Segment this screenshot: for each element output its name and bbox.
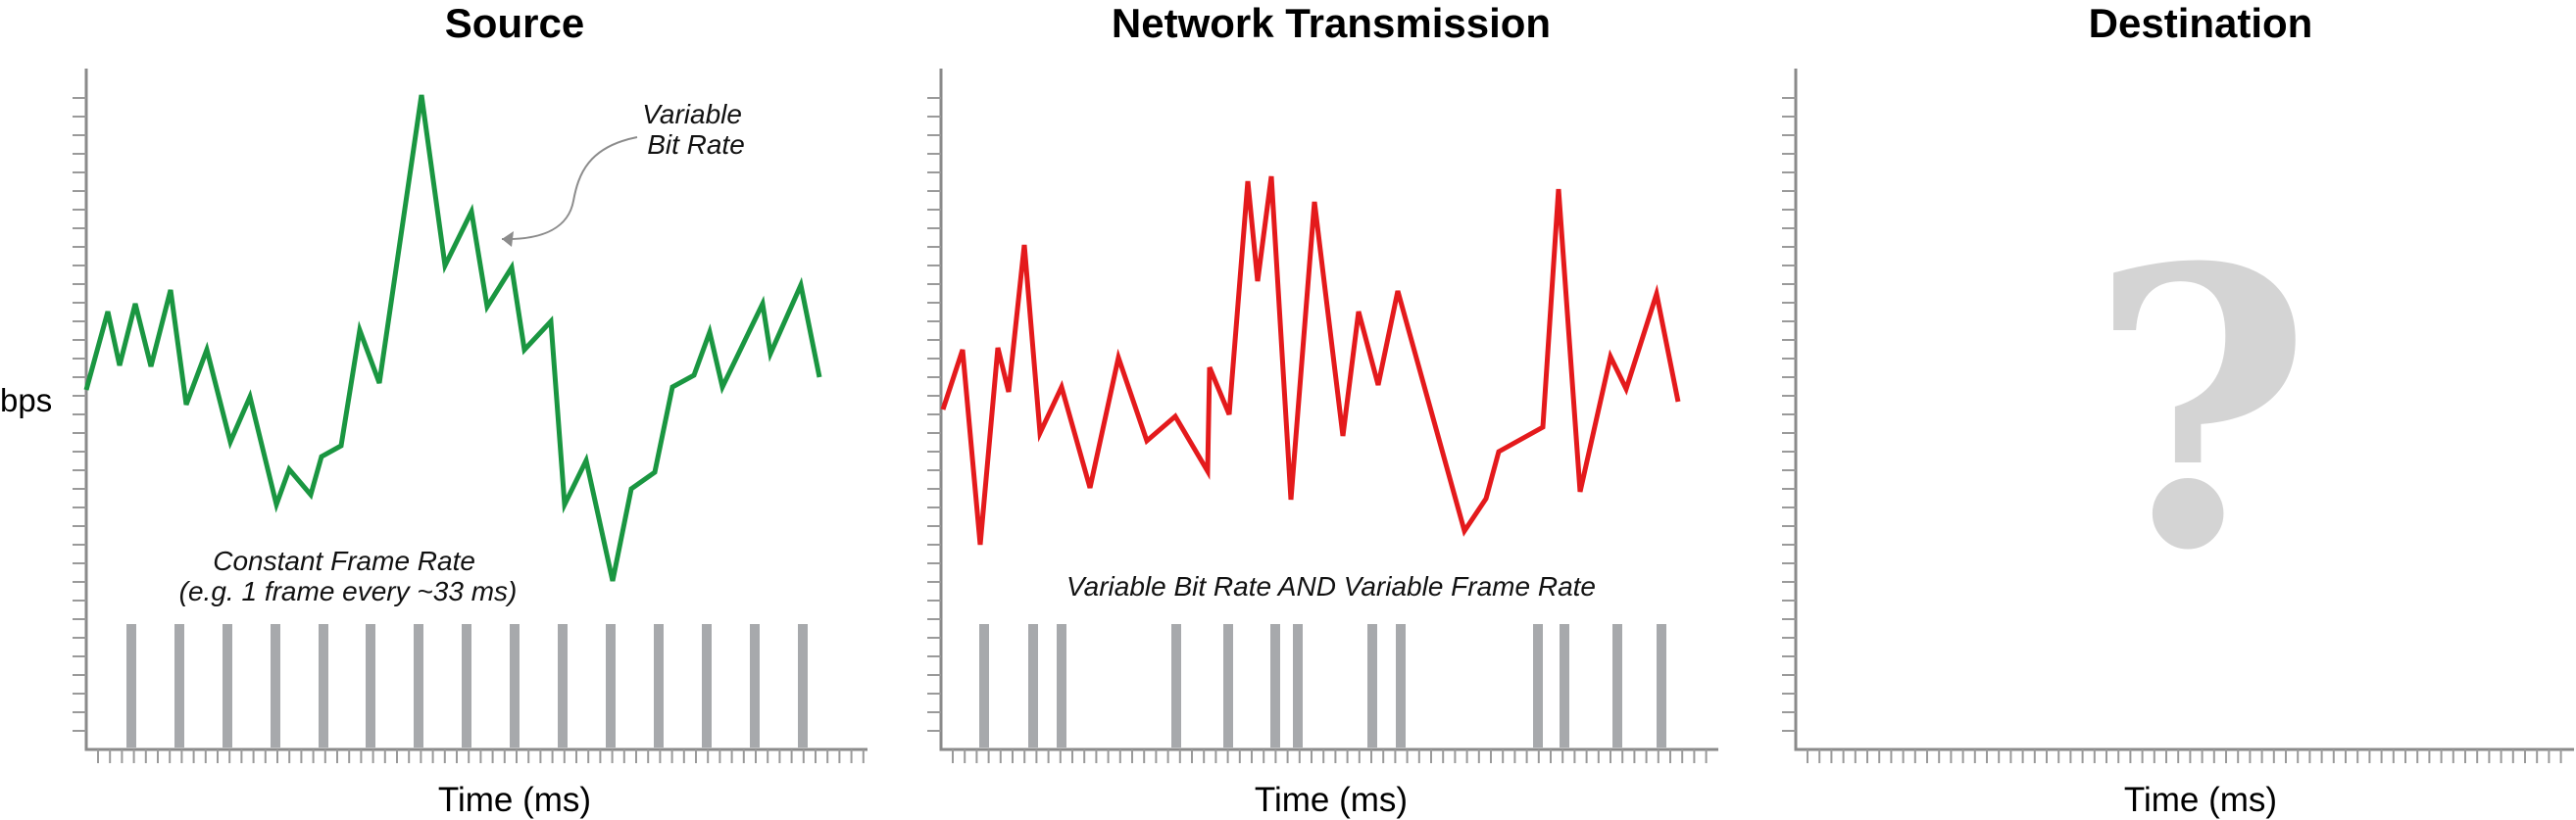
source-y-ticks [73, 97, 86, 732]
frame-bar [1657, 624, 1666, 748]
frame-bar [1612, 624, 1622, 748]
frame-bar [126, 624, 136, 748]
source-x-axis-label: Time (ms) [438, 781, 591, 819]
network-x-axis-label: Time (ms) [1255, 781, 1408, 819]
source-bitrate-curve [83, 94, 822, 582]
variable-bit-rate-arrowhead [502, 231, 514, 247]
frame-bar [654, 624, 664, 748]
network-axis-lines [939, 69, 1718, 751]
panel-title-source: Source [445, 0, 584, 46]
source-axis-lines [84, 69, 867, 751]
variable-bit-rate-label: Variable Bit Rate [642, 99, 749, 160]
frame-bar [271, 624, 280, 748]
frame-bar [366, 624, 375, 748]
frame-bar [1367, 624, 1377, 748]
frame-bar [1057, 624, 1066, 748]
variable-bit-rate-line-1: Variable [642, 99, 742, 129]
constant-frame-rate-label: Constant Frame Rate (e.g. 1 frame every … [179, 546, 518, 606]
source-axes [73, 69, 867, 763]
destination-axes [1782, 69, 2574, 763]
variable-frame-rate-label: Variable Bit Rate AND Variable Frame Rat… [1066, 571, 1596, 602]
frame-bar [1270, 624, 1280, 748]
frame-bar [1396, 624, 1406, 748]
variable-bit-rate-line-2: Bit Rate [647, 129, 745, 160]
frame-bar [223, 624, 232, 748]
network-x-ticks [952, 749, 1708, 763]
network-frame-bars [979, 624, 1666, 748]
frame-bar [1028, 624, 1038, 748]
frame-bar [558, 624, 568, 748]
panel-title-destination: Destination [2089, 0, 2313, 46]
frame-bar [1223, 624, 1233, 748]
destination-axis-lines [1794, 69, 2574, 751]
frame-bar [1293, 624, 1303, 748]
frame-bar [750, 624, 760, 748]
y-axis-label: bps [0, 382, 52, 418]
frame-bar [979, 624, 989, 748]
frame-bar [1171, 624, 1181, 748]
frame-bar [462, 624, 471, 748]
network-bitrate-curve [940, 175, 1681, 546]
panel-title-network: Network Transmission [1112, 0, 1551, 46]
frame-bar [1533, 624, 1543, 748]
destination-x-ticks [1807, 749, 2562, 763]
question-mark-icon: ? [2089, 185, 2313, 634]
frame-bar [606, 624, 616, 748]
frame-bar [174, 624, 184, 748]
constant-frame-rate-line-1: Constant Frame Rate [213, 546, 475, 576]
source-x-ticks [97, 749, 865, 763]
destination-y-ticks [1782, 97, 1796, 732]
network-y-ticks [927, 97, 941, 732]
frame-bar [414, 624, 423, 748]
network-axes [927, 69, 1718, 763]
frame-bar [1560, 624, 1569, 748]
frame-bar [798, 624, 808, 748]
frame-bar [319, 624, 328, 748]
variable-bit-rate-arrow [501, 136, 638, 241]
frame-bar [510, 624, 520, 748]
frame-bar [702, 624, 712, 748]
destination-x-axis-label: Time (ms) [2124, 781, 2277, 819]
source-frame-bars [126, 624, 808, 748]
constant-frame-rate-line-2: (e.g. 1 frame every ~33 ms) [179, 576, 518, 606]
